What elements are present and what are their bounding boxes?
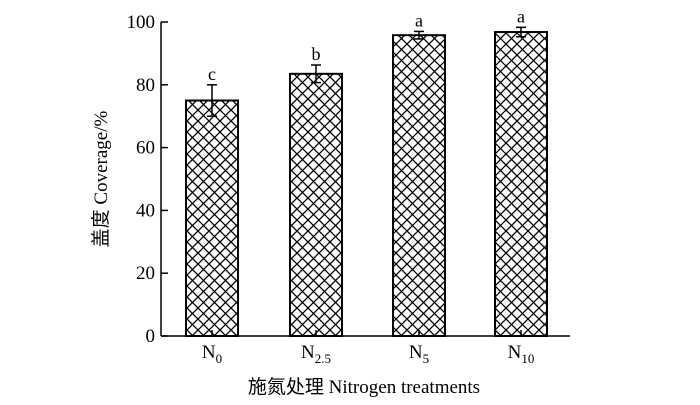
x-tick-label: N5 — [409, 342, 429, 366]
bar — [289, 72, 343, 337]
x-tick-label: N2.5 — [301, 342, 331, 366]
x-axis-title: 施氮处理 Nitrogen treatments — [248, 376, 480, 398]
y-tick-label: 20 — [136, 263, 155, 284]
y-tick-label: 0 — [146, 326, 156, 347]
plot-area: 0 20 40 60 80 100 c N0 b N2.5 a N5 a N10 — [127, 6, 570, 366]
x-tick-label: N10 — [508, 342, 535, 366]
bar — [392, 34, 446, 338]
y-axis-title: 盖度 Coverage/% — [90, 110, 112, 247]
y-tick-label: 80 — [136, 75, 155, 96]
y-tick-label: 100 — [127, 12, 156, 33]
significance-letter: a — [415, 10, 423, 30]
bar — [185, 99, 239, 337]
y-tick-label: 60 — [136, 138, 155, 159]
significance-letter: c — [208, 64, 216, 84]
x-tick-label: N0 — [202, 342, 222, 366]
bar — [494, 31, 548, 337]
significance-letter: a — [517, 6, 525, 26]
y-tick-label: 40 — [136, 200, 155, 221]
significance-letter: b — [312, 44, 321, 64]
